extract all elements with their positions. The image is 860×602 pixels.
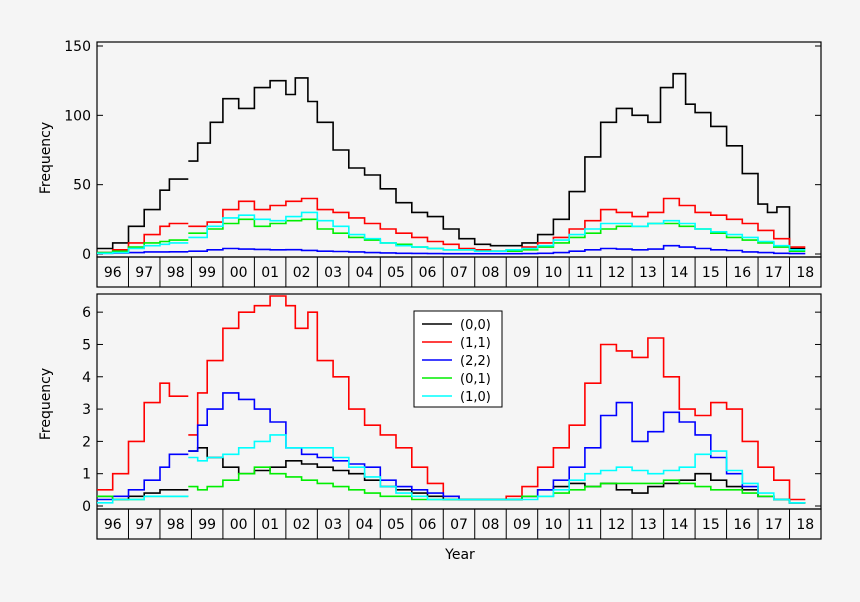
bottom-year-label: 16: [733, 517, 751, 533]
top-year-label: 02: [293, 265, 311, 281]
bottom-y-tick-label: 5: [82, 337, 91, 353]
bottom-year-label: 98: [167, 517, 185, 533]
top-year-label: 11: [576, 265, 594, 281]
top-series-1-1: [97, 197, 806, 254]
top-year-label: 97: [135, 265, 153, 281]
top-year-label: 18: [796, 265, 814, 281]
bottom-series-0-0: [97, 447, 806, 504]
bottom-year-label: 05: [387, 517, 405, 533]
bottom-series-0-1: [97, 466, 806, 504]
top-year-label: 10: [545, 265, 563, 281]
bottom-year-label: 06: [419, 517, 437, 533]
bottom-year-label: 13: [639, 517, 657, 533]
bottom-year-label: 01: [261, 517, 279, 533]
top-year-label: 15: [702, 265, 720, 281]
top-year-label: 07: [450, 265, 468, 281]
top-year-label: 14: [670, 265, 688, 281]
top-y-tick-label: 150: [64, 39, 91, 55]
x-axis-label: Year: [444, 547, 475, 563]
top-year-label: 06: [419, 265, 437, 281]
top-y-tick-label: 0: [82, 247, 91, 263]
bottom-year-label: 11: [576, 517, 594, 533]
bottom-year-label: 15: [702, 517, 720, 533]
top-y-tick-label: 50: [73, 178, 91, 194]
bottom-year-label: 03: [324, 517, 342, 533]
legend-label: (0,1): [460, 372, 491, 387]
top-series-1-0: [97, 211, 806, 255]
top-year-label: 00: [230, 265, 248, 281]
bottom-y-tick-label: 2: [82, 434, 91, 450]
bottom-year-label: 12: [607, 517, 625, 533]
top-year-label: 04: [356, 265, 374, 281]
top-series-0-1: [97, 218, 806, 254]
bottom-year-label: 97: [135, 517, 153, 533]
top-year-label: 12: [607, 265, 625, 281]
bottom-year-label: 99: [198, 517, 216, 533]
bottom-year-label: 08: [482, 517, 500, 533]
top-year-label: 16: [733, 265, 751, 281]
bottom-year-label: 04: [356, 517, 374, 533]
top-year-label: 01: [261, 265, 279, 281]
top-year-label: 99: [198, 265, 216, 281]
top-year-label: 13: [639, 265, 657, 281]
bottom-y-tick-label: 0: [82, 499, 91, 515]
bottom-year-label: 10: [545, 517, 563, 533]
top-year-label: 05: [387, 265, 405, 281]
bottom-y-tick-label: 1: [82, 467, 91, 483]
legend-box: [413, 310, 503, 408]
bottom-year-label: 18: [796, 517, 814, 533]
legend-label: (1,0): [460, 390, 491, 405]
bottom-year-label: 14: [670, 517, 688, 533]
bottom-y-tick-label: 4: [82, 370, 91, 386]
legend-label: (2,2): [460, 354, 491, 369]
top-year-label: 03: [324, 265, 342, 281]
bottom-year-label: 02: [293, 517, 311, 533]
bottom-y-axis-label: Frequency: [38, 368, 54, 440]
top-series-0-0: [97, 72, 806, 250]
top-year-label: 17: [765, 265, 783, 281]
top-y-axis-label: Frequency: [38, 122, 54, 194]
bottom-y-tick-label: 6: [82, 305, 91, 321]
bottom-year-label: 00: [230, 517, 248, 533]
top-y-tick-label: 100: [64, 108, 91, 124]
bottom-year-label: 17: [765, 517, 783, 533]
top-year-label: 98: [167, 265, 185, 281]
bottom-year-label: 96: [104, 517, 122, 533]
bottom-year-label: 09: [513, 517, 531, 533]
legend-label: (0,0): [460, 318, 491, 333]
bottom-series-1-0: [97, 434, 806, 504]
top-year-label: 96: [104, 265, 122, 281]
top-year-label: 09: [513, 265, 531, 281]
bottom-year-label: 07: [450, 517, 468, 533]
legend-label: (1,1): [460, 336, 491, 351]
top-plot-frame: [96, 41, 822, 258]
top-year-label: 08: [482, 265, 500, 281]
bottom-y-tick-label: 3: [82, 402, 91, 418]
